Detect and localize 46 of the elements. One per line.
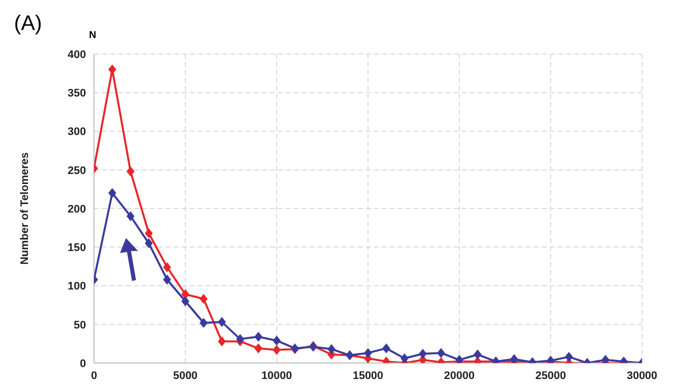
point xyxy=(163,262,172,272)
point xyxy=(108,64,116,74)
y-tick-label: 250 xyxy=(68,164,86,177)
point xyxy=(272,344,281,355)
point xyxy=(108,188,116,198)
y-tick-label: 0 xyxy=(80,358,86,370)
point xyxy=(400,353,409,363)
point xyxy=(200,318,208,328)
point xyxy=(144,228,153,238)
x-tick-label: 0 xyxy=(90,370,98,382)
point xyxy=(218,336,226,346)
chart-title: (A) xyxy=(14,12,42,36)
point xyxy=(181,296,190,306)
point xyxy=(364,348,372,358)
x-tick-label: 15000 xyxy=(352,370,384,382)
x-tick-label: 25000 xyxy=(535,370,566,382)
y-tick-label: 350 xyxy=(68,88,86,100)
point xyxy=(564,352,573,362)
x-tick-label: 20000 xyxy=(444,370,475,382)
point xyxy=(601,354,610,363)
text: N xyxy=(89,30,96,41)
x-tick-label: 30000 xyxy=(626,370,658,382)
point xyxy=(437,348,446,358)
point xyxy=(272,336,281,346)
y-tick-label: 150 xyxy=(68,242,86,254)
point xyxy=(181,289,190,300)
point xyxy=(418,348,427,359)
y-tick-label: 50 xyxy=(74,319,86,332)
y-tick-label: 400 xyxy=(68,48,86,61)
y-tick-label: 200 xyxy=(68,203,86,216)
y-tick-label: 100 xyxy=(68,280,86,293)
y-axis-title: Number of Telomeres xyxy=(18,152,31,265)
point xyxy=(254,332,262,342)
point xyxy=(144,238,153,248)
point xyxy=(218,317,226,328)
point xyxy=(327,344,336,354)
point xyxy=(474,350,482,360)
point xyxy=(126,211,135,222)
x-tick-label: 5000 xyxy=(173,370,198,382)
point xyxy=(163,274,172,285)
x-tick-label: 10000 xyxy=(261,370,292,382)
point xyxy=(254,343,262,354)
point xyxy=(382,343,390,354)
point xyxy=(200,294,208,304)
point xyxy=(126,166,135,176)
y-tick-label: 300 xyxy=(68,126,86,138)
